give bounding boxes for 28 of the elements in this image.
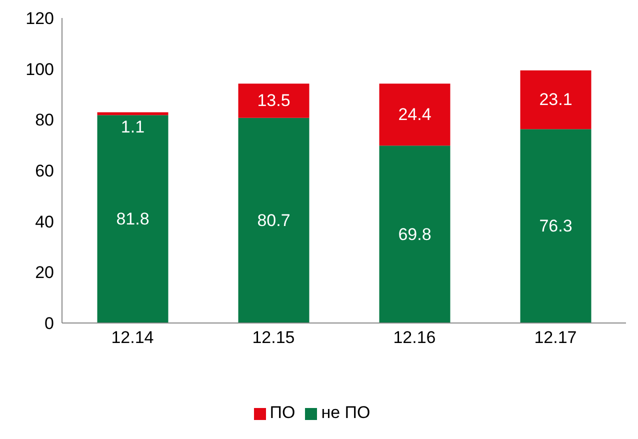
y-tick-label: 60	[35, 162, 54, 181]
data-label: 69.8	[398, 224, 432, 244]
bar	[520, 70, 592, 130]
data-label: 80.7	[257, 210, 290, 230]
bar	[97, 115, 168, 323]
data-label: 13.5	[257, 91, 290, 110]
bar	[520, 129, 592, 323]
x-tick-label: 12.15	[252, 328, 295, 348]
y-tick-label: 100	[26, 60, 54, 79]
x-tick-label: 12.14	[111, 328, 154, 348]
x-tick-label: 12.16	[393, 328, 436, 348]
y-tick-label: 0	[44, 314, 54, 334]
legend-label: ПО	[270, 403, 296, 422]
bar	[379, 146, 450, 323]
bar	[238, 84, 310, 118]
data-label: 81.8	[116, 210, 150, 229]
bar	[238, 118, 310, 323]
data-label: 23.1	[539, 90, 572, 110]
data-label: 1.1	[120, 118, 145, 137]
legend-label: не ПО	[321, 403, 370, 422]
bar	[379, 84, 450, 146]
y-tick-label: 20	[35, 263, 54, 282]
y-tick-label: 120	[26, 9, 54, 28]
data-label: 76.3	[539, 216, 572, 236]
y-tick-label: 80	[35, 110, 54, 130]
data-label: 24.4	[398, 105, 432, 124]
x-tick-label: 12.17	[534, 328, 577, 348]
y-tick-label: 40	[35, 212, 54, 232]
